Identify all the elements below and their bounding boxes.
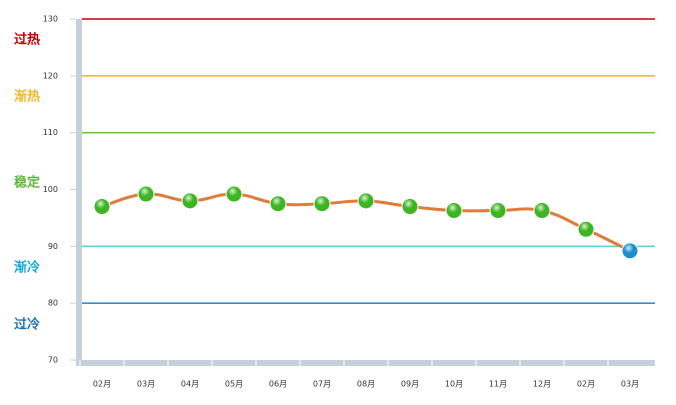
y-tick-label: 100 bbox=[43, 185, 58, 194]
x-tick-label: 09月 bbox=[401, 380, 419, 389]
y-tick-label: 90 bbox=[48, 242, 58, 251]
marker-shine bbox=[359, 193, 373, 208]
marker-shine bbox=[139, 187, 153, 202]
x-tick-label: 12月 bbox=[533, 380, 551, 389]
zone-label: 渐热 bbox=[14, 89, 40, 105]
zone-label: 过热 bbox=[14, 32, 40, 48]
marker-shine bbox=[535, 203, 549, 218]
marker-shine bbox=[227, 187, 241, 202]
x-tick-label: 07月 bbox=[313, 380, 331, 389]
x-axis-bar bbox=[76, 360, 655, 366]
zone-label: 过冷 bbox=[14, 317, 40, 333]
x-tick-label: 02月 bbox=[577, 380, 595, 389]
marker-shine bbox=[579, 222, 593, 237]
y-tick-label: 130 bbox=[43, 15, 58, 24]
y-tick-label: 110 bbox=[43, 128, 58, 137]
y-axis-bar bbox=[76, 19, 82, 366]
x-tick-label: 05月 bbox=[225, 380, 243, 389]
marker-shine bbox=[491, 203, 505, 218]
marker-shine bbox=[271, 196, 285, 211]
x-tick-label: 10月 bbox=[445, 380, 463, 389]
marker-shine bbox=[623, 243, 637, 258]
marker-shine bbox=[183, 193, 197, 208]
x-tick-label: 08月 bbox=[357, 380, 375, 389]
y-tick-label: 70 bbox=[48, 356, 58, 365]
zone-label: 渐冷 bbox=[14, 260, 40, 276]
zone-label: 稳定 bbox=[14, 175, 40, 191]
y-tick-label: 80 bbox=[48, 299, 58, 308]
marker-shine bbox=[447, 203, 461, 218]
x-tick-label: 06月 bbox=[269, 380, 287, 389]
x-tick-label: 02月 bbox=[93, 380, 111, 389]
marker-shine bbox=[403, 199, 417, 214]
y-tick-label: 120 bbox=[43, 71, 58, 80]
marker-shine bbox=[95, 199, 109, 214]
marker-shine bbox=[315, 196, 329, 211]
x-tick-label: 11月 bbox=[489, 380, 507, 389]
x-tick-label: 03月 bbox=[621, 380, 639, 389]
x-tick-label: 03月 bbox=[137, 380, 155, 389]
x-tick-label: 04月 bbox=[181, 380, 199, 389]
